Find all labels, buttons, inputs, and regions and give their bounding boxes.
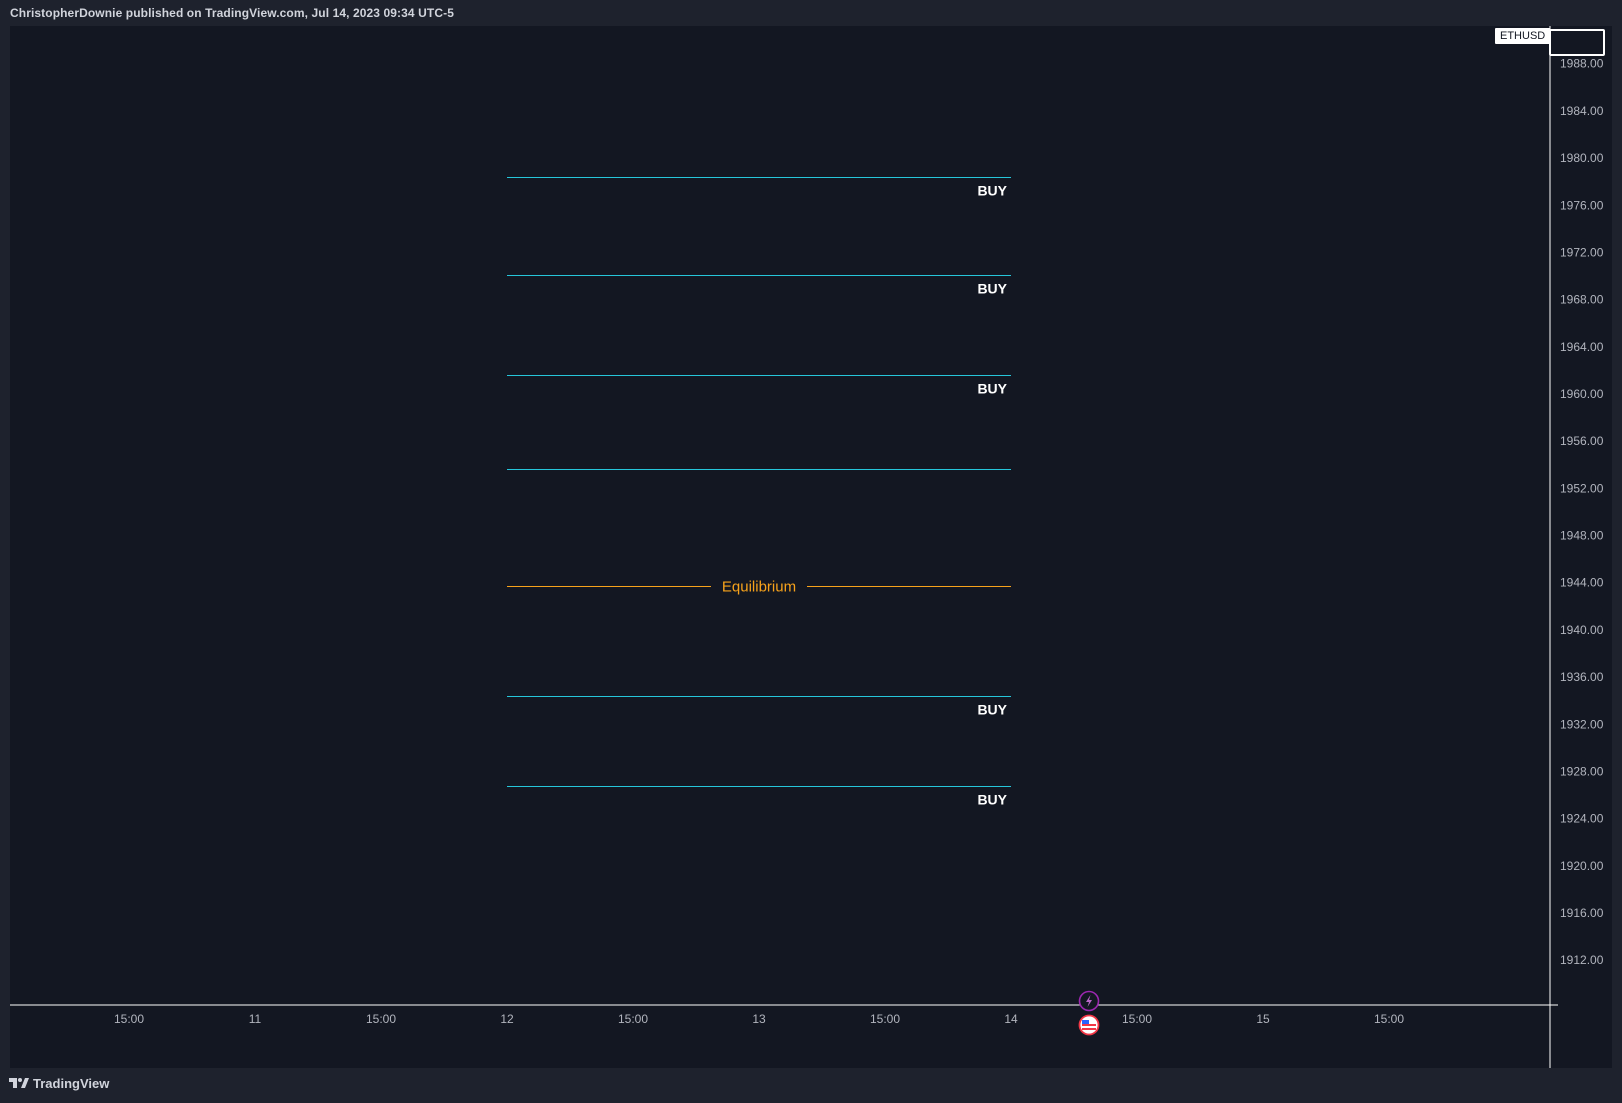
us-flag-icon[interactable] [1078,1014,1100,1036]
event-icons[interactable] [1078,990,1100,1036]
buy-label: BUY [977,792,1007,808]
x-tick-label: 14 [1004,1012,1018,1026]
tradingview-logo-icon [9,1077,29,1088]
publish-info: ChristopherDownie published on TradingVi… [10,6,454,20]
price-marker [1549,29,1605,56]
x-tick-label: 15:00 [114,1012,144,1026]
y-tick-label: 1932.00 [1560,717,1604,731]
y-tick-label: 1920.00 [1560,859,1604,873]
chart-plot[interactable]: BUY BUY BUY Equilibrium BUY BUY 1988.00 1984.0… [10,26,1612,1068]
y-tick-label: 1936.00 [1560,670,1604,684]
x-tick-label: 15 [1256,1012,1270,1026]
symbol-badge: ETHUSD [1495,28,1551,44]
x-tick-label: 15:00 [870,1012,900,1026]
buy-label: BUY [977,702,1007,718]
footer-brand: TradingView [33,1076,110,1091]
x-tick-label: 15:00 [618,1012,648,1026]
x-tick-label: 12 [500,1012,514,1026]
y-tick-label: 1952.00 [1560,481,1604,495]
y-tick-label: 1972.00 [1560,245,1604,259]
buy-label: BUY [977,281,1007,297]
y-tick-label: 1944.00 [1560,576,1604,590]
buy-label: BUY [977,183,1007,199]
y-tick-label: 1924.00 [1560,812,1604,826]
x-tick-label: 15:00 [1374,1012,1404,1026]
y-tick-label: 1988.00 [1560,57,1604,71]
y-tick-label: 1928.00 [1560,764,1604,778]
footer: TradingView [9,1076,109,1091]
y-tick-label: 1912.00 [1560,953,1604,967]
y-tick-label: 1948.00 [1560,529,1604,543]
y-tick-label: 1968.00 [1560,293,1604,307]
y-tick-label: 1940.00 [1560,623,1604,637]
y-tick-label: 1916.00 [1560,906,1604,920]
lightning-icon[interactable] [1078,990,1100,1012]
x-tick-label: 13 [752,1012,766,1026]
y-tick-label: 1980.00 [1560,151,1604,165]
buy-label: BUY [977,381,1007,397]
x-tick-label: 15:00 [1122,1012,1152,1026]
chart-area[interactable]: BUY BUY BUY Equilibrium BUY BUY 1988.00 1984.0… [10,26,1612,1068]
x-tick-label: 11 [249,1012,262,1026]
y-tick-label: 1984.00 [1560,104,1604,118]
equilibrium-label: Equilibrium [722,579,796,596]
y-tick-label: 1960.00 [1560,387,1604,401]
y-tick-label: 1964.00 [1560,340,1604,354]
y-tick-label: 1976.00 [1560,198,1604,212]
x-tick-label: 15:00 [366,1012,396,1026]
y-tick-label: 1956.00 [1560,434,1604,448]
